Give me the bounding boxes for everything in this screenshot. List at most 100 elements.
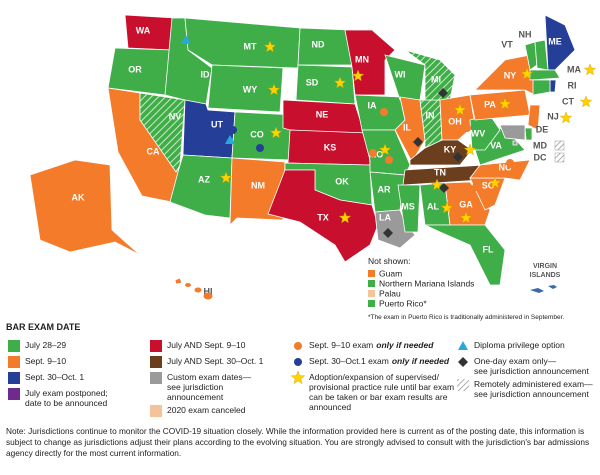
state-shape — [267, 169, 379, 263]
state-label: FL — [483, 244, 494, 254]
star — [267, 83, 281, 96]
star — [430, 178, 444, 191]
state-shape — [549, 79, 557, 93]
note: Note: Jurisdictions continue to monitor … — [6, 426, 590, 458]
island — [203, 292, 213, 300]
legend-label: July AND Sept. 30–Oct. 1 — [167, 356, 264, 366]
legend-label: Diploma privilege option — [474, 340, 565, 350]
state-shape — [532, 79, 551, 96]
legend-line: see jurisdiction announcement — [474, 366, 589, 376]
star — [378, 143, 392, 156]
dot — [408, 144, 416, 152]
legend-line: Sept. 30–Oct. 1 — [25, 372, 84, 382]
legend-label: Custom exam dates— see jurisdiction announ… — [167, 372, 252, 402]
legend-swatch — [8, 372, 20, 384]
map-figure: WAORCANVIDMTWYUTCOAZNMNDSDNEKSOKTXMNIAMO… — [6, 14, 597, 417]
swatch — [368, 290, 375, 297]
diamond — [458, 357, 468, 367]
state-label: CO — [250, 129, 264, 139]
legend-swatch — [150, 340, 162, 352]
state-label: MT — [244, 41, 257, 51]
diamond — [438, 88, 448, 98]
state-label: NY — [504, 70, 517, 80]
state-label: DE — [536, 124, 549, 134]
dot — [229, 126, 237, 134]
not-shown-item: Guam — [379, 268, 402, 278]
state-shape — [424, 224, 506, 286]
state-label: ME — [548, 36, 562, 46]
state-shape — [207, 64, 284, 113]
legend-line: Sept. 9–10 exam — [309, 340, 373, 350]
swatch — [368, 300, 375, 307]
star — [459, 211, 473, 224]
legend-label: 2020 exam canceled — [167, 405, 246, 415]
state-label: VT — [501, 39, 513, 49]
legend-swatch — [150, 405, 162, 417]
legend-line: can be taken or bar exam results are — [309, 392, 448, 402]
state-label: GA — [459, 199, 473, 209]
dot — [369, 149, 377, 157]
legend-line: Remotely administered exam— — [474, 379, 593, 389]
star — [463, 143, 477, 156]
dot — [294, 342, 302, 350]
star — [263, 40, 277, 53]
triangle — [225, 135, 235, 144]
legend-line: Custom exam dates— — [167, 372, 252, 382]
state-shape — [527, 104, 541, 131]
star — [219, 171, 233, 184]
state-label: CA — [147, 146, 160, 156]
legend-line: provisional practice rule until bar exam — [309, 382, 454, 392]
dot — [294, 358, 302, 366]
star — [488, 176, 502, 189]
triangle — [458, 341, 468, 350]
state-label: TN — [434, 167, 446, 177]
legend-line: see jurisdiction announcement — [474, 389, 589, 399]
state-label: VA — [490, 140, 502, 150]
state-shape — [499, 124, 526, 141]
diamond — [383, 228, 393, 238]
legend-label: Sept. 9–10 exam only if needed — [309, 340, 434, 350]
state-label: ID — [201, 69, 211, 79]
legend-label: July 28–29 — [25, 340, 66, 350]
swatch — [368, 280, 375, 287]
star — [498, 97, 512, 110]
state-label: WV — [471, 128, 486, 138]
state-label: MN — [355, 54, 369, 64]
state-label: MD — [533, 140, 547, 150]
legend-line: announcement — [167, 392, 224, 402]
state-label: MA — [567, 64, 581, 74]
state-label: NV — [169, 111, 182, 121]
legend-line: date to be announced — [25, 398, 108, 408]
island — [185, 283, 191, 287]
legend-label: Sept. 30–Oct. 1 — [25, 372, 84, 382]
state-shape — [29, 159, 141, 256]
legend-swatch — [8, 388, 20, 400]
legend-swatch — [150, 356, 162, 368]
state-shape — [354, 94, 406, 131]
inset-label: VIRGIN — [533, 263, 557, 270]
dot — [380, 108, 388, 116]
state-shape — [297, 27, 353, 66]
state-label: OR — [128, 64, 142, 74]
state-label: WA — [136, 25, 151, 35]
state-label: WI — [395, 69, 406, 79]
not-shown-title: Not shown: — [368, 256, 411, 266]
state-label: ND — [312, 39, 325, 49]
us-map: WAORCANVIDMTWYUTCOAZNMNDSDNEKSOKTXMNIAMO… — [29, 14, 597, 321]
star — [351, 69, 365, 82]
not-shown-item: Northern Mariana Islands — [379, 278, 474, 288]
state-label: KY — [444, 144, 457, 154]
island — [194, 287, 202, 293]
legend-title: BAR EXAM DATE — [6, 322, 80, 332]
legend-line: July AND Sept. 30–Oct. 1 — [167, 356, 264, 366]
legend: BAR EXAM DATE July 28–29 Sept. 9–10 Sept. 3… — [6, 322, 593, 417]
state-label: AK — [72, 192, 85, 202]
legend-line: July 28–29 — [25, 340, 66, 350]
star — [440, 201, 454, 214]
state-shape — [374, 209, 416, 249]
state-label: UT — [211, 119, 223, 129]
star — [579, 95, 593, 108]
state-label: SC — [482, 180, 495, 190]
state-label: NH — [519, 29, 532, 39]
state-label: HI — [204, 286, 213, 296]
